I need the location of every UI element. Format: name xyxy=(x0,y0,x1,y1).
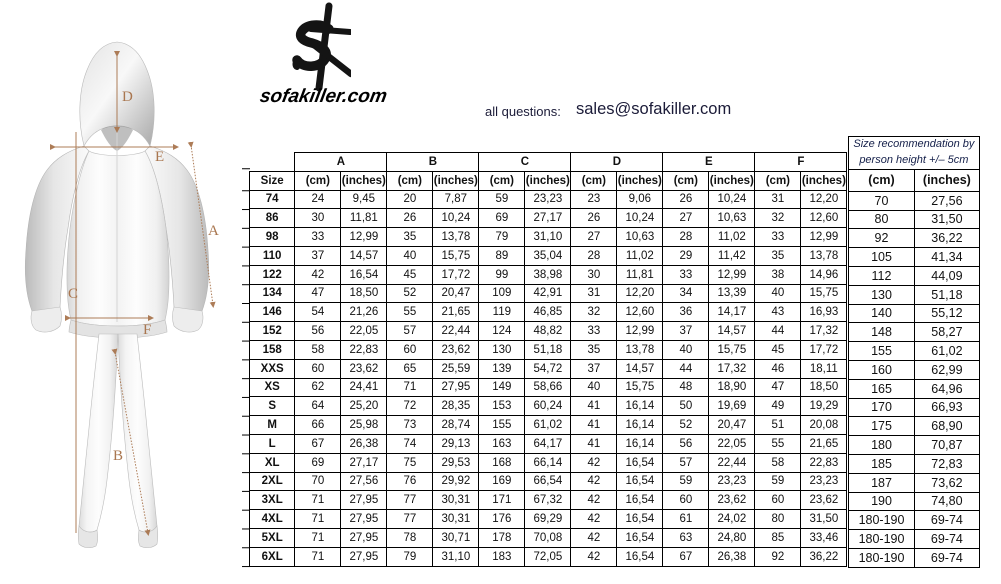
svg-text:F: F xyxy=(143,322,151,338)
svg-text:B: B xyxy=(113,448,123,464)
svg-text:A: A xyxy=(208,223,219,239)
svg-text:E: E xyxy=(155,149,164,165)
svg-text:C: C xyxy=(68,286,78,302)
svg-text:D: D xyxy=(122,89,133,105)
